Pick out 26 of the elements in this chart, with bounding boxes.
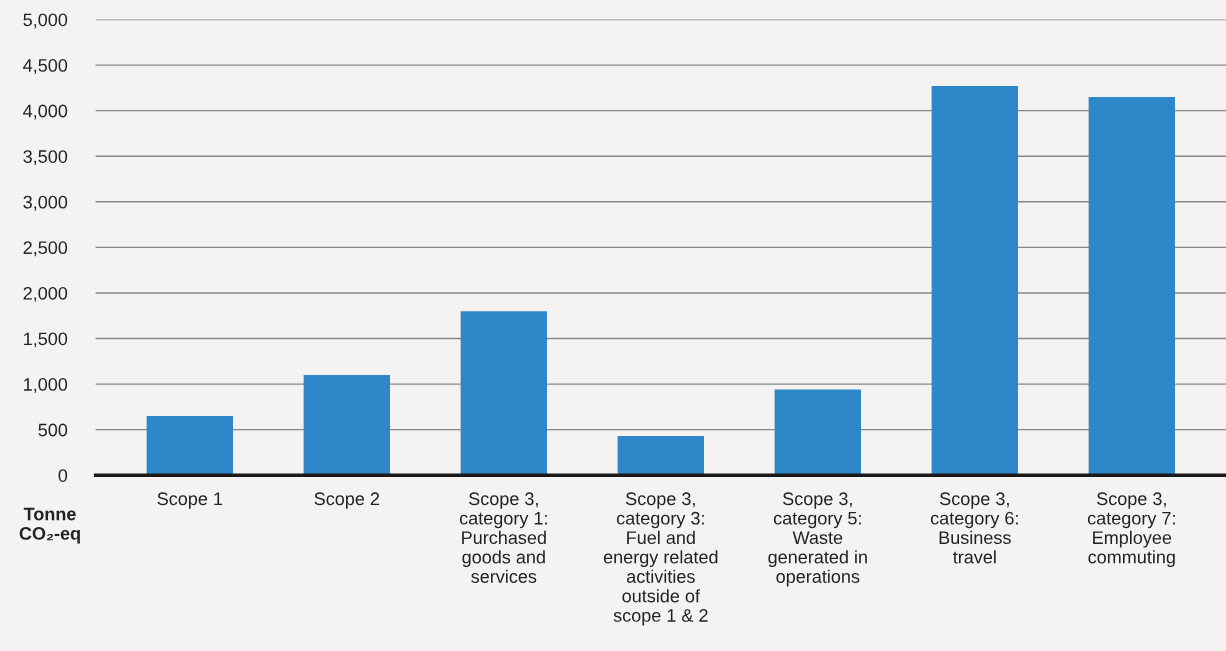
y-tick-label: 5,000 xyxy=(23,13,68,29)
y-tick-label: 500 xyxy=(38,423,68,437)
bar xyxy=(774,389,861,476)
x-tick-label: Scope 3, category 5: Waste generated in operations xyxy=(768,492,867,587)
x-tick-label: Scope 3, category 3: Fuel and energy related activities outside of scope 1 & 2 xyxy=(603,492,718,626)
y-axis-title: Tonne CO₂-eq xyxy=(19,507,80,544)
y-tick-label: 3,000 xyxy=(23,195,68,211)
bar xyxy=(1088,97,1175,476)
y-tick-label: 2,500 xyxy=(23,241,68,257)
x-tick-label: Scope 3, category 6: Business travel xyxy=(930,492,1018,564)
bar xyxy=(460,311,547,476)
y-tick-label: 4,000 xyxy=(23,104,68,120)
y-tick-label: 1,000 xyxy=(24,378,68,393)
bar xyxy=(146,415,233,476)
x-tick-label: Scope 1 xyxy=(157,492,223,509)
y-tick-label: 0 xyxy=(58,469,68,482)
y-tick-label: 4,500 xyxy=(23,59,68,74)
y-tick-label: 2,000 xyxy=(23,286,68,302)
y-tick-label: 3,500 xyxy=(23,150,68,166)
bar xyxy=(617,436,704,476)
bar xyxy=(931,86,1018,476)
y-tick-label: 1,500 xyxy=(24,332,68,348)
bar xyxy=(303,374,390,476)
x-tick-label: Scope 3, category 7: Employee commuting xyxy=(1087,492,1175,568)
x-tick-label: Scope 2 xyxy=(314,492,380,509)
x-tick-label: Scope 3, category 1: Purchased goods and services xyxy=(459,492,547,583)
